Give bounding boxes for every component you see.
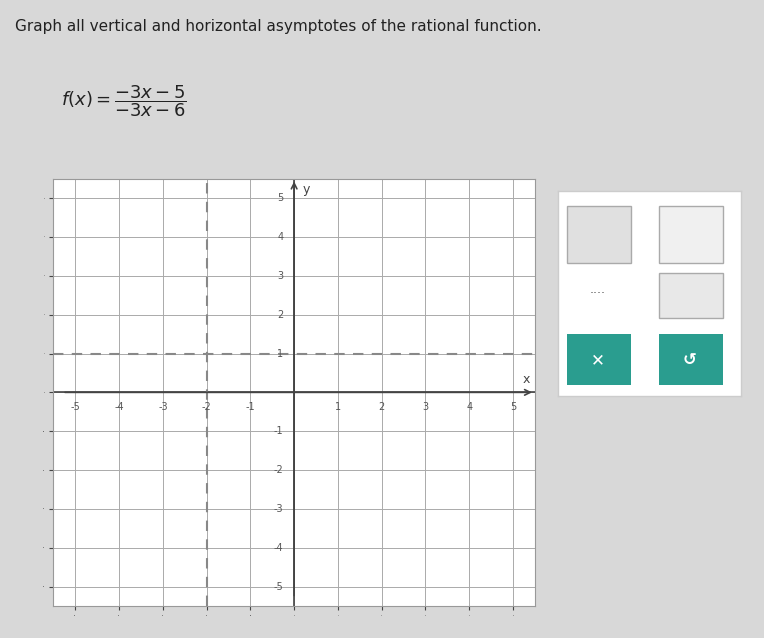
Text: y: y [303, 182, 310, 195]
Text: 1: 1 [335, 402, 341, 412]
Text: ↺: ↺ [683, 351, 697, 369]
Text: 1: 1 [277, 348, 283, 359]
Bar [567, 205, 631, 263]
Bar [659, 205, 723, 263]
Text: ✕: ✕ [591, 351, 605, 369]
Text: Graph all vertical and horizontal asymptotes of the rational function.: Graph all vertical and horizontal asympt… [15, 19, 542, 34]
Bar [567, 334, 631, 385]
Bar [659, 334, 723, 385]
Text: 2: 2 [277, 309, 283, 320]
Text: -1: -1 [245, 402, 255, 412]
Bar [659, 273, 723, 318]
Text: 2: 2 [378, 402, 385, 412]
Text: -2: -2 [274, 465, 283, 475]
Text: $f(x)=\dfrac{-3x-5}{-3x-6}$: $f(x)=\dfrac{-3x-5}{-3x-6}$ [61, 83, 187, 119]
Text: 5: 5 [510, 402, 516, 412]
Text: 5: 5 [277, 193, 283, 203]
Text: -2: -2 [202, 402, 212, 412]
Text: -5: -5 [274, 582, 283, 591]
Text: -4: -4 [115, 402, 124, 412]
Text: 3: 3 [277, 271, 283, 281]
Text: x: x [523, 373, 530, 385]
Text: ....: .... [590, 283, 606, 296]
Text: -3: -3 [158, 402, 167, 412]
Text: -5: -5 [70, 402, 80, 412]
Text: 4: 4 [277, 232, 283, 242]
Text: 4: 4 [466, 402, 472, 412]
Text: -4: -4 [274, 543, 283, 553]
Text: -1: -1 [274, 426, 283, 436]
Text: -3: -3 [274, 504, 283, 514]
Text: 3: 3 [422, 402, 429, 412]
